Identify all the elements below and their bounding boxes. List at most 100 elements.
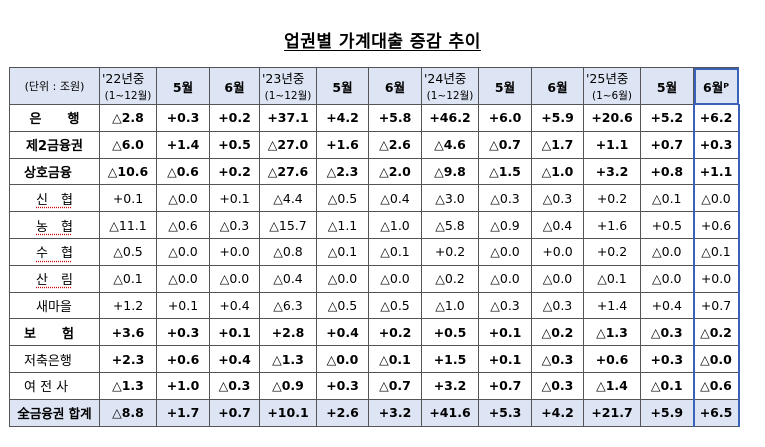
table-cell: △0.4 bbox=[531, 211, 584, 239]
table-row: 제2금융권 △6.0 +1.4 +0.5 △27.0 +1.6 △2.6 △4.6 △0.7 △1… bbox=[9, 130, 740, 159]
table-cell: △3.0 bbox=[421, 184, 479, 213]
row-label: 새마을 bbox=[9, 291, 100, 320]
table-cell: +46.2 bbox=[421, 104, 479, 132]
table-cell: +3.2 bbox=[583, 157, 641, 186]
table-cell: +0.1 bbox=[156, 291, 210, 320]
table-cell: △0.8 bbox=[259, 237, 317, 266]
page-title: 업권별 가계대출 증감 추이 bbox=[284, 32, 481, 52]
table-cell: △0.3 bbox=[531, 371, 584, 400]
table-cell: △0.1 bbox=[368, 345, 422, 373]
table-cell: +0.1 bbox=[99, 184, 157, 213]
month-header-selected[interactable]: 6월ᴾ bbox=[693, 67, 739, 105]
year-header: '23년중 bbox=[259, 67, 317, 87]
table-cell: +6.2 bbox=[692, 104, 740, 132]
table-cell: +2.8 bbox=[259, 318, 317, 347]
table-row: 저축은행 +2.3 +0.6 +0.4 △1.3 △0.0 △0.1 +1.5 +0.1 △0.3… bbox=[9, 345, 740, 373]
table-cell: △0.4 bbox=[368, 184, 422, 213]
table-cell: +5.8 bbox=[368, 104, 422, 132]
table-cell: △0.3 bbox=[531, 291, 584, 320]
table-cell: +0.2 bbox=[583, 237, 641, 266]
table-cell: △0.6 bbox=[156, 211, 210, 239]
table-cell: △0.2 bbox=[531, 318, 584, 347]
table-cell: +0.1 bbox=[478, 345, 532, 373]
table-row: 농 협 △11.1 △0.6 △0.3 △15.7 △1.1 △1.0 △5.8 △0.9 △0.… bbox=[9, 211, 740, 239]
table-cell: △0.0 bbox=[368, 264, 422, 293]
table-cell: △4.4 bbox=[259, 184, 317, 213]
table-cell: +4.2 bbox=[316, 104, 369, 132]
table-cell: △0.5 bbox=[368, 291, 422, 320]
row-label: 신 협 bbox=[9, 184, 100, 213]
month-header: 6월 bbox=[209, 67, 260, 105]
table-row: 은 행 △2.8 +0.3 +0.2 +37.1 +4.2 +5.8 +46.2 +6.0 +5.… bbox=[9, 104, 740, 132]
table-cell: △1.4 bbox=[583, 371, 641, 400]
row-label: 은 행 bbox=[9, 104, 100, 132]
table-cell: +5.2 bbox=[640, 104, 694, 132]
table-cell: +0.2 bbox=[368, 318, 422, 347]
table-cell: △0.1 bbox=[640, 371, 694, 400]
table-cell: △0.6 bbox=[156, 157, 210, 186]
table-cell: +0.2 bbox=[583, 184, 641, 213]
row-label: 산 림 bbox=[9, 264, 100, 293]
month-header: 5월 bbox=[156, 67, 210, 105]
table-cell: +0.0 bbox=[209, 237, 260, 266]
table-cell: +1.1 bbox=[583, 130, 641, 159]
month-header: 5월 bbox=[640, 67, 694, 105]
year-range: (1~6월) bbox=[583, 87, 641, 105]
table-cell: △0.0 bbox=[316, 264, 369, 293]
table-cell: △0.3 bbox=[478, 184, 532, 213]
table-cell: △0.1 bbox=[99, 264, 157, 293]
year-header: '25년중 bbox=[583, 67, 641, 87]
table-cell: △1.1 bbox=[316, 211, 369, 239]
table-row: 보 험 +3.6 +0.3 +0.1 +2.8 +0.4 +0.2 +0.5 +0.1 △0.2 △… bbox=[9, 318, 740, 347]
row-label: 상호금융 bbox=[9, 157, 100, 186]
table-cell: +0.0 bbox=[531, 237, 584, 266]
table-cell: △1.3 bbox=[583, 318, 641, 347]
table-cell: △6.0 bbox=[99, 130, 157, 159]
table-cell: △0.1 bbox=[583, 264, 641, 293]
table-cell: +37.1 bbox=[259, 104, 317, 132]
table-row: 全금융권 합계 △8.8 +1.7 +0.7 +10.1 +2.6 +3.2 +41.6 +5.… bbox=[9, 398, 740, 427]
table-row: 새마을 +1.2 +0.1 +0.4 △6.3 △0.5 △0.5 △1.0 △0.3 △0.3 +… bbox=[9, 291, 740, 320]
table-cell: △0.0 bbox=[692, 184, 740, 213]
table-cell: +0.1 bbox=[209, 184, 260, 213]
table-cell: +41.6 bbox=[421, 398, 479, 427]
table-cell: +0.5 bbox=[421, 318, 479, 347]
table-cell: △0.3 bbox=[531, 184, 584, 213]
table-cell: △0.1 bbox=[640, 184, 694, 213]
table-cell: △0.0 bbox=[156, 264, 210, 293]
table-cell: △15.7 bbox=[259, 211, 317, 239]
table-cell: +3.2 bbox=[368, 398, 422, 427]
table-cell: +0.3 bbox=[692, 130, 740, 159]
table-cell: △1.3 bbox=[99, 371, 157, 400]
table-cell: △0.4 bbox=[259, 264, 317, 293]
table-cell: △0.0 bbox=[316, 345, 369, 373]
table-cell: +0.3 bbox=[640, 345, 694, 373]
table-cell: +1.6 bbox=[583, 211, 641, 239]
table-cell: +0.1 bbox=[478, 318, 532, 347]
table-cell: +0.3 bbox=[156, 318, 210, 347]
table-cell: △9.8 bbox=[421, 157, 479, 186]
table-cell: △1.3 bbox=[259, 345, 317, 373]
table-cell: +0.7 bbox=[692, 291, 740, 320]
table-cell: △1.7 bbox=[531, 130, 584, 159]
table-cell: +4.2 bbox=[531, 398, 584, 427]
table-cell: △2.0 bbox=[368, 157, 422, 186]
table-cell: +0.4 bbox=[209, 345, 260, 373]
table-cell: +3.6 bbox=[99, 318, 157, 347]
table-row: 신 협 +0.1 △0.0 +0.1 △4.4 △0.5 △0.4 △3.0 △0.3 △0.3 +… bbox=[9, 184, 740, 213]
table-cell: +1.0 bbox=[156, 371, 210, 400]
table-cell: △11.1 bbox=[99, 211, 157, 239]
table-cell: △6.3 bbox=[259, 291, 317, 320]
row-label: 보 험 bbox=[9, 318, 100, 347]
table-cell: +0.8 bbox=[640, 157, 694, 186]
table-cell: △1.0 bbox=[421, 291, 479, 320]
table-cell: +0.2 bbox=[209, 157, 260, 186]
table-cell: △0.5 bbox=[316, 184, 369, 213]
table-cell: △0.0 bbox=[640, 237, 694, 266]
month-header: 5월 bbox=[478, 67, 532, 105]
table-cell: △0.0 bbox=[531, 264, 584, 293]
table-cell: △0.9 bbox=[259, 371, 317, 400]
row-label: 全금융권 합계 bbox=[9, 398, 100, 427]
table-cell: +0.6 bbox=[692, 211, 740, 239]
table-cell: △1.0 bbox=[531, 157, 584, 186]
